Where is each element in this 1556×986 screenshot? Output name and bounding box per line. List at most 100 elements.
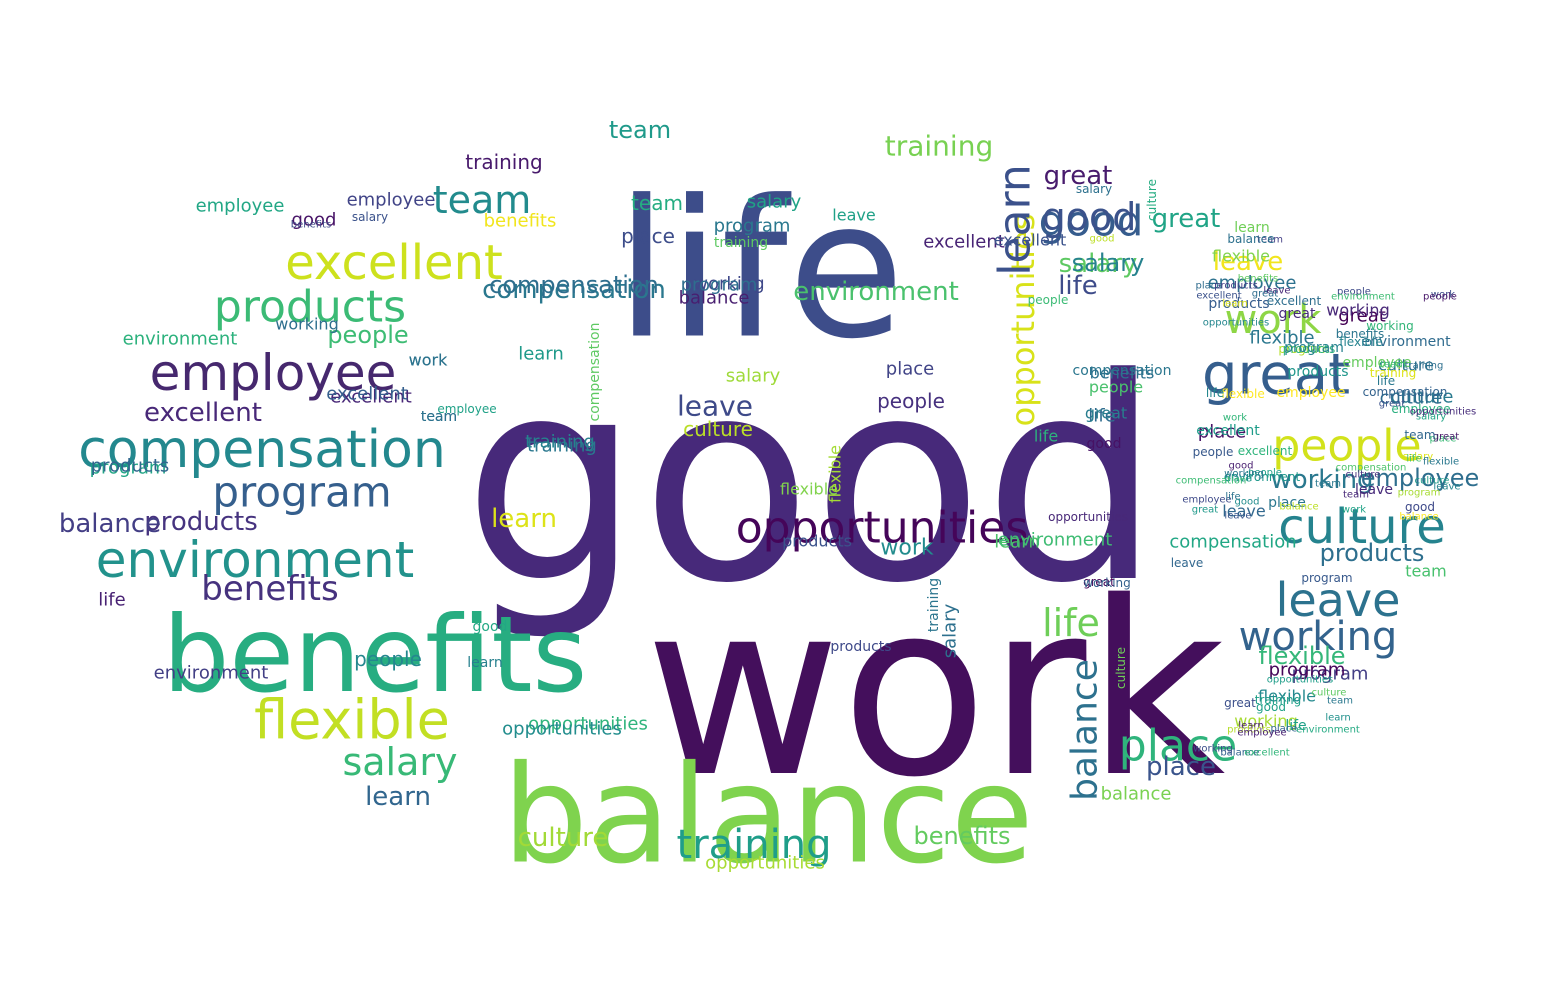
word-people: people bbox=[877, 389, 945, 413]
word-culture: culture bbox=[1391, 387, 1454, 408]
word-life: life bbox=[1088, 406, 1115, 427]
word-environment: environment bbox=[1224, 470, 1301, 484]
word-place: place bbox=[1268, 495, 1306, 511]
word-training: training bbox=[527, 436, 597, 457]
word-culture: culture bbox=[1346, 470, 1381, 481]
word-culture: culture bbox=[1380, 388, 1443, 409]
word-program: program bbox=[1269, 660, 1346, 681]
word-great: great bbox=[1379, 399, 1406, 410]
word-products: products bbox=[1214, 281, 1258, 292]
word-excellent: excellent bbox=[1196, 423, 1260, 439]
word-benefits: benefits bbox=[1238, 274, 1278, 285]
word-work: work bbox=[645, 550, 1226, 830]
word-leave: leave bbox=[1263, 286, 1290, 297]
word-compensation: compensation bbox=[1073, 363, 1172, 379]
word-opportunities: opportunities bbox=[1410, 407, 1476, 418]
word-training: training bbox=[1255, 693, 1302, 707]
word-excellent: excellent bbox=[923, 232, 1005, 253]
word-benefits: benefits bbox=[291, 220, 331, 231]
word-place: place bbox=[1271, 724, 1298, 735]
word-program: program bbox=[1398, 488, 1441, 499]
word-flexible: flexible bbox=[1339, 335, 1383, 349]
word-training: training bbox=[1370, 366, 1417, 380]
word-working: working bbox=[1326, 301, 1389, 320]
word-life: life bbox=[1034, 427, 1058, 446]
word-environment: environment bbox=[123, 329, 238, 350]
word-benefits: benefits bbox=[484, 211, 557, 232]
word-great: great bbox=[1044, 161, 1113, 191]
word-program: program bbox=[212, 468, 391, 517]
word-good: good bbox=[1090, 234, 1115, 245]
word-place: place bbox=[1119, 721, 1237, 772]
word-good: good bbox=[1042, 195, 1137, 239]
word-working: working bbox=[1224, 469, 1264, 480]
word-good: good bbox=[1229, 461, 1254, 472]
word-people: people bbox=[354, 647, 422, 671]
word-work: work bbox=[1223, 413, 1247, 424]
word-people: people bbox=[1423, 292, 1457, 303]
word-learn: learn bbox=[491, 504, 557, 534]
word-great: great bbox=[1202, 343, 1350, 408]
word-opportunities: opportunities bbox=[502, 719, 622, 740]
word-employee: employee bbox=[347, 190, 436, 211]
word-compensation: compensation bbox=[482, 275, 666, 305]
word-work: work bbox=[409, 351, 448, 370]
word-program: program bbox=[1278, 342, 1329, 356]
word-leave: leave bbox=[1222, 502, 1265, 521]
word-culture: culture bbox=[1278, 499, 1446, 555]
word-team: team bbox=[1343, 490, 1369, 501]
word-benefits: benefits bbox=[201, 569, 338, 609]
word-team: team bbox=[1327, 696, 1353, 707]
word-life: life bbox=[1285, 718, 1306, 734]
word-products: products bbox=[1208, 296, 1269, 312]
word-place: place bbox=[621, 224, 675, 248]
word-employee: employee bbox=[196, 196, 285, 217]
word-culture: culture bbox=[1415, 476, 1450, 487]
word-compensation: compensation bbox=[489, 271, 659, 299]
word-place: place bbox=[1430, 434, 1457, 445]
word-leave: leave bbox=[1224, 511, 1251, 522]
word-opportunities: opportunities bbox=[528, 714, 648, 735]
word-team: team bbox=[1404, 428, 1435, 442]
word-working: working bbox=[1234, 712, 1297, 731]
word-place: place bbox=[886, 359, 934, 380]
word-program: program bbox=[1292, 664, 1369, 685]
word-training: training bbox=[465, 150, 542, 174]
word-balance: balance bbox=[502, 737, 1034, 894]
word-products: products bbox=[1227, 725, 1271, 736]
word-excellent: excellent bbox=[1196, 291, 1241, 302]
word-place: place bbox=[1225, 474, 1252, 485]
word-work: work bbox=[1431, 290, 1455, 301]
word-great: great bbox=[1338, 306, 1386, 327]
word-life: life bbox=[1042, 601, 1100, 645]
word-opportunities: opportunities bbox=[705, 853, 825, 874]
word-opportunities: opportunities bbox=[736, 503, 1029, 554]
word-excellent: excellent bbox=[994, 231, 1067, 250]
word-training: training bbox=[525, 432, 595, 453]
word-employee: employee bbox=[1276, 385, 1345, 401]
word-salary: salary bbox=[747, 192, 802, 213]
word-opportunities: opportunities bbox=[1267, 675, 1333, 686]
word-working: working bbox=[1193, 744, 1233, 755]
word-benefits: benefits bbox=[1090, 364, 1155, 383]
word-benefits: benefits bbox=[163, 594, 587, 716]
word-program: program bbox=[90, 458, 167, 479]
word-compensation: compensation bbox=[1363, 385, 1448, 399]
word-flexible: flexible bbox=[254, 689, 450, 752]
word-learn: learn bbox=[990, 164, 1041, 275]
word-employee: employee bbox=[1361, 464, 1479, 492]
word-products: products bbox=[144, 507, 258, 537]
word-training: training bbox=[714, 235, 768, 251]
word-people: people bbox=[1089, 378, 1143, 397]
word-flexible: flexible bbox=[1249, 328, 1314, 349]
word-training: training bbox=[677, 822, 832, 868]
word-good: good bbox=[473, 619, 508, 635]
word-culture: culture bbox=[1145, 179, 1159, 221]
word-culture: culture bbox=[1378, 356, 1434, 375]
word-compensation: compensation bbox=[587, 323, 603, 422]
word-environment: environment bbox=[1296, 725, 1360, 736]
word-team: team bbox=[1257, 235, 1283, 246]
word-good: good bbox=[1087, 436, 1122, 452]
word-leave: leave bbox=[1276, 573, 1401, 627]
word-excellent: excellent bbox=[1267, 294, 1322, 308]
